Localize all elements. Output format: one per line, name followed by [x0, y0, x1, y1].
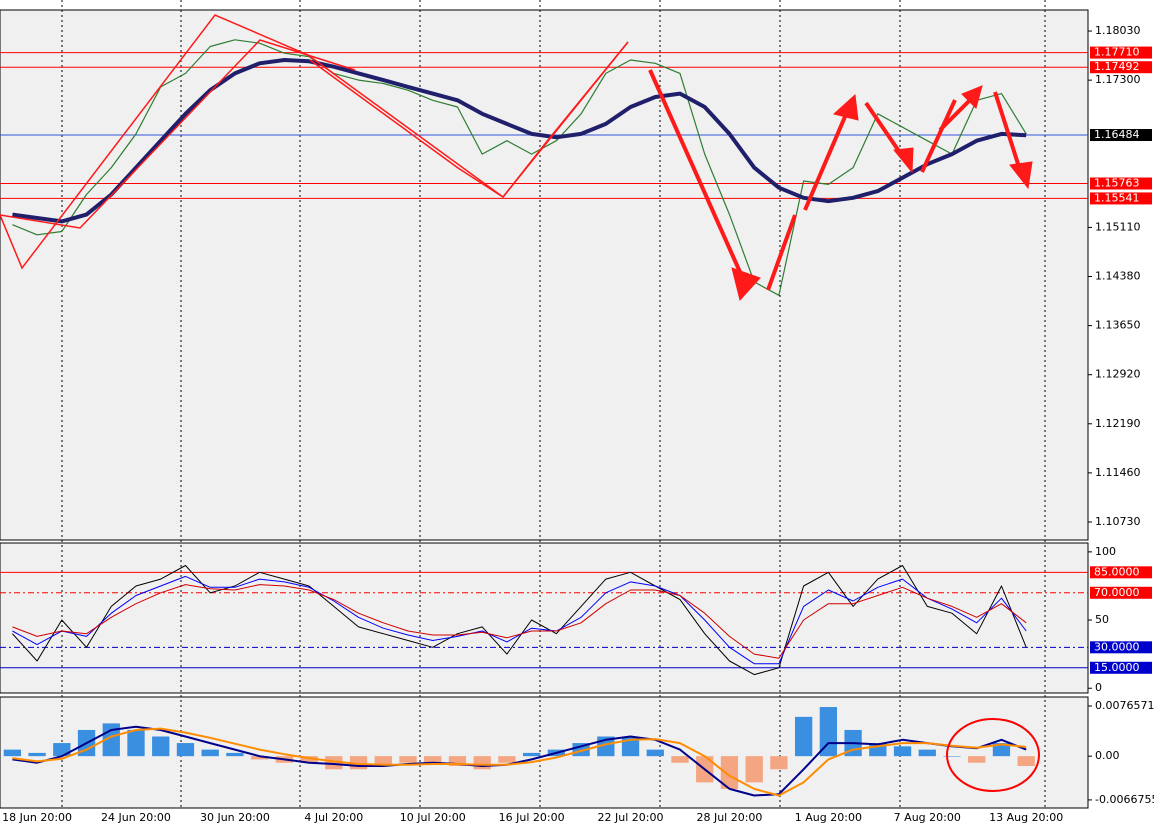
- y-tick-label: 50: [1095, 613, 1109, 626]
- price-panel: [0, 9, 1089, 541]
- y-tick-label: -0.0066755: [1095, 793, 1154, 806]
- y-tick-label: 1.18030: [1095, 24, 1141, 37]
- x-tick-label: 24 Jun 20:00: [101, 811, 171, 824]
- histogram-bar: [325, 756, 343, 770]
- histogram-bar: [201, 749, 219, 757]
- y-tick-label: 1.11460: [1095, 466, 1141, 479]
- y-tick-label: 0.0076571: [1095, 699, 1154, 712]
- y-tick-label: 0.00: [1095, 749, 1120, 762]
- x-tick-label: 28 Jul 20:00: [696, 811, 762, 824]
- histogram-bar: [770, 756, 788, 770]
- y-tick-label: 100: [1095, 545, 1116, 558]
- x-tick-label: 22 Jul 20:00: [598, 811, 664, 824]
- histogram-bar: [646, 749, 664, 757]
- level-label: 70.0000: [1094, 586, 1140, 599]
- histogram-bar: [918, 749, 936, 757]
- histogram-bar: [720, 756, 739, 789]
- level-tag: [1090, 641, 1152, 654]
- pattern-lines: [0, 14, 629, 270]
- level-label: 1.16484: [1094, 128, 1140, 141]
- level-tag: [1090, 129, 1152, 142]
- histogram-bar: [448, 756, 467, 766]
- y-tick-label: 1.17300: [1095, 73, 1141, 86]
- series-line: [12, 727, 1027, 797]
- level-tag: [1090, 177, 1152, 190]
- level-tag: [1090, 61, 1152, 74]
- histogram-bar: [424, 756, 442, 763]
- x-tick-label: 18 Jun 20:00: [2, 811, 72, 824]
- histogram-bar: [473, 756, 491, 770]
- histogram-bar: [3, 749, 22, 757]
- histogram-bar: [794, 716, 813, 757]
- level-label: 85.0000: [1094, 565, 1140, 578]
- level-label: 15.0000: [1094, 661, 1140, 674]
- histogram-bar: [374, 756, 392, 766]
- histogram-bar: [300, 756, 318, 763]
- level-label: 1.15541: [1094, 191, 1140, 204]
- histogram-bar: [745, 756, 763, 783]
- histogram-bar: [671, 756, 689, 763]
- level-tag: [1090, 586, 1152, 599]
- series-line: [12, 58, 1027, 224]
- series-line: [12, 575, 1027, 665]
- y-tick-label: 0: [1095, 681, 1102, 694]
- x-tick-label: 1 Aug 20:00: [795, 811, 862, 824]
- x-tick-label: 13 Aug 20:00: [989, 811, 1063, 824]
- level-tag: [1090, 566, 1152, 579]
- plot: [0, 39, 1088, 797]
- histogram-bar: [1017, 756, 1035, 766]
- histogram-bar: [893, 746, 912, 757]
- series-line: [12, 725, 1027, 797]
- level-tag: [1090, 661, 1152, 674]
- level-tag: [1090, 46, 1152, 59]
- level-label: 30.0000: [1094, 640, 1140, 653]
- series-line: [12, 39, 1027, 296]
- histogram-bar: [992, 743, 1011, 757]
- x-tick-label: 16 Jul 20:00: [499, 811, 565, 824]
- x-tick-label: 10 Jul 20:00: [400, 811, 466, 824]
- histogram-bar: [399, 756, 417, 763]
- histogram-bar: [943, 756, 961, 757]
- y-tick-label: 1.12190: [1095, 417, 1141, 430]
- histogram-bar: [226, 752, 244, 757]
- histogram-bar: [53, 743, 71, 757]
- stochastic-panel: [0, 542, 1089, 694]
- y-tick-label: 1.10730: [1095, 515, 1141, 528]
- x-tick-label: 30 Jun 20:00: [200, 811, 270, 824]
- y-tick-label: 1.12920: [1095, 368, 1141, 381]
- histogram-bar: [250, 756, 269, 760]
- histogram-bar: [498, 756, 516, 763]
- series-line: [12, 584, 1027, 659]
- histogram-bar: [127, 729, 145, 757]
- x-tick-label: 4 Jul 20:00: [304, 811, 363, 824]
- histogram-bar: [28, 752, 46, 757]
- highlight-circle: [946, 718, 1040, 792]
- histogram-bar: [522, 752, 541, 757]
- histogram-bar: [968, 756, 986, 763]
- level-tag: [1090, 192, 1152, 205]
- x-tick-label: 7 Aug 20:00: [894, 811, 961, 824]
- level-label: 1.15763: [1094, 177, 1140, 190]
- level-label: 1.17492: [1094, 60, 1140, 73]
- histogram-bar: [176, 743, 195, 757]
- histogram-bar: [152, 736, 170, 757]
- y-tick-label: 1.14380: [1095, 270, 1141, 283]
- level-label: 1.17710: [1094, 46, 1140, 59]
- y-tick-label: 1.13650: [1095, 319, 1141, 332]
- y-tick-label: 1.15110: [1095, 220, 1141, 233]
- trend-arrows: [648, 69, 1033, 302]
